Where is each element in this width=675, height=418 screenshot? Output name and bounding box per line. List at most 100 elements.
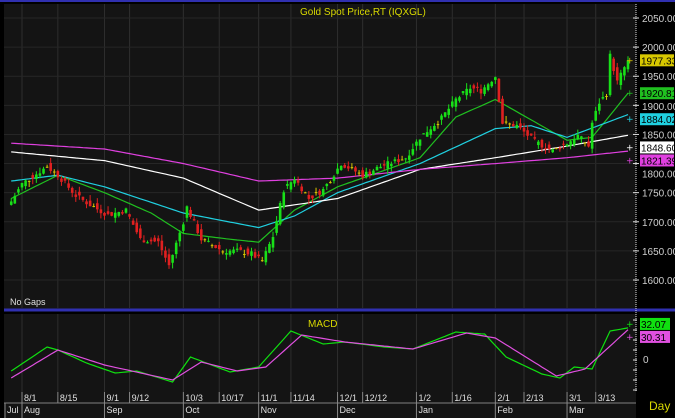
candle [386,156,390,175]
candle [135,218,139,235]
date-axis [4,392,636,418]
candle [490,80,494,88]
candle [551,148,554,153]
ma20-value-badge-text: 1920.81 [641,89,675,100]
candle [196,220,200,235]
candle [587,136,590,148]
candle [192,216,196,221]
candle [368,168,372,179]
day-tick-label: 3/1 [569,393,582,403]
candle [167,248,171,269]
candle [17,186,20,195]
y-tick-label: 1700.00 [642,218,675,229]
candle [303,191,307,194]
value-marker-icon: + [626,333,634,343]
y-tick-label: 1800.00 [642,169,675,180]
day-tick-label: 2/13 [526,393,544,403]
period-label[interactable]: Day [649,399,670,413]
candle [67,178,70,191]
candle [253,248,257,259]
last-price-badge-text: 1977.33 [641,56,675,67]
candle [554,147,558,150]
candle [117,211,121,218]
macd-y-axis: 32.07 +30.31 + [626,317,670,391]
y-tick-label: 1650.00 [642,247,675,258]
candle [576,129,580,141]
candle [153,235,156,243]
candle [275,216,278,236]
candle [103,212,106,220]
candle [178,230,182,247]
candle [88,195,92,207]
ma200-line [11,142,629,182]
candle [343,163,347,169]
ma50-line [11,114,629,229]
candle [81,196,85,202]
candle [239,244,243,251]
candle [411,143,415,157]
candle [418,139,422,151]
candle [440,113,443,125]
day-tick-label: 11/1 [261,393,278,403]
candle [540,138,544,153]
candle [544,143,547,154]
ma100-value-badge-text: 1848.60 [641,143,675,154]
candle [300,183,303,194]
candle [13,192,17,204]
candle [70,186,74,198]
candle [332,175,336,184]
day-tick-label: 3/13 [598,393,616,403]
candle [372,168,375,176]
month-tick-label: Jan [418,405,433,415]
candle [450,96,454,108]
ma50-value-badge-text: 1884.02 [641,115,675,126]
candle [508,122,511,129]
value-marker-icon: + [626,89,634,99]
candle [131,218,135,225]
candle [590,120,594,154]
candle [479,84,483,100]
candle [232,246,235,255]
candle [246,246,250,257]
day-tick-label: 8/15 [60,393,78,403]
no-gaps-label: No Gaps [10,297,46,307]
candle [497,77,501,103]
macd-panel[interactable] [4,314,636,392]
candle [189,206,192,219]
candle [339,165,343,171]
ma50-value-badge: 1884.02 + [626,113,675,126]
candle [185,205,189,222]
candle [257,251,260,259]
candle [486,82,490,92]
candle [364,167,368,179]
macd-title: MACD [308,319,337,330]
candle [296,176,300,186]
macd-line [10,327,629,383]
candle [504,115,508,125]
candle [461,91,465,95]
y-tick-label: 1950.00 [642,72,675,83]
ma200-value-badge: 1821.39 + [626,154,675,167]
candle [623,66,626,81]
candle [318,188,321,199]
candle [382,160,386,171]
candle [565,143,569,147]
candle [314,187,318,196]
price-panel[interactable] [4,4,636,309]
candle [96,198,99,213]
ma200-value-badge-text: 1821.39 [641,156,675,167]
candle [56,169,60,180]
candle [533,131,537,141]
candle [447,104,451,119]
candle [522,123,526,137]
ma100-value-badge: 1848.60 + [626,141,675,154]
candle [307,191,311,205]
day-tick-label: 10/17 [221,393,244,403]
month-tick-label: Nov [261,405,278,415]
candle [407,149,411,164]
y-tick-label: 1750.00 [642,189,675,200]
candle [443,112,447,118]
candle [519,118,522,130]
candle [465,83,468,100]
candle [113,207,117,223]
